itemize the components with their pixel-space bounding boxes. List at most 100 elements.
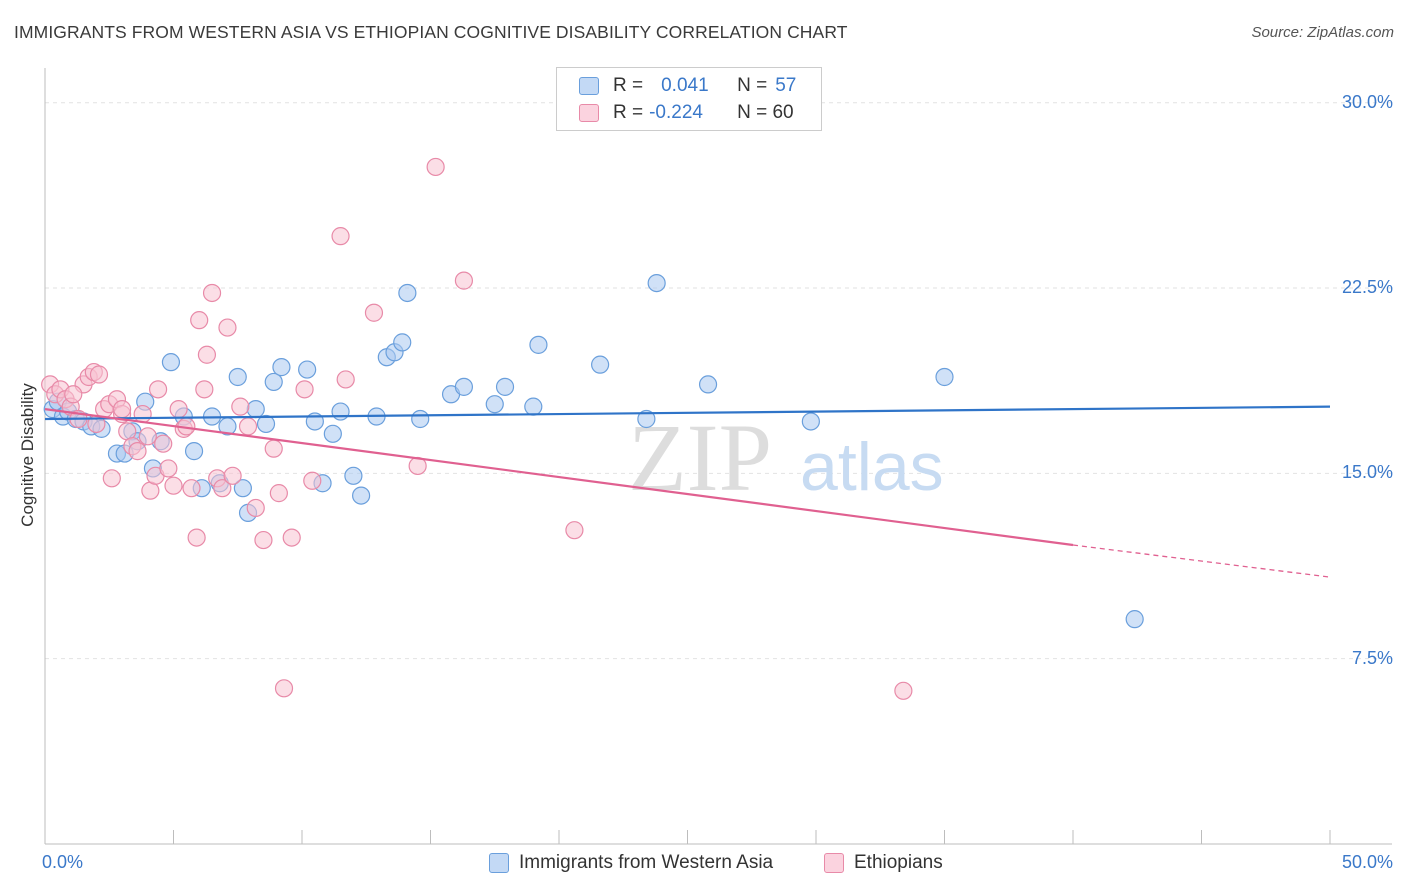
- point-ethiopians: [218, 318, 237, 337]
- trend-line-ethiopians-extension: [1072, 544, 1331, 578]
- point-western-asia: [935, 367, 954, 387]
- point-western-asia: [298, 360, 317, 379]
- point-western-asia: [398, 283, 417, 303]
- legend-row-blue: R = 0.041 N = 57: [579, 74, 796, 98]
- legend-n-label: N = 60: [737, 102, 794, 123]
- point-ethiopians: [138, 427, 157, 446]
- point-western-asia: [161, 353, 181, 372]
- point-ethiopians: [169, 400, 188, 419]
- point-ethiopians: [254, 530, 273, 550]
- point-ethiopians: [894, 681, 913, 700]
- point-ethiopians: [213, 479, 232, 498]
- point-ethiopians: [154, 434, 173, 453]
- point-western-asia: [454, 377, 474, 396]
- axes: [44, 68, 1392, 845]
- point-ethiopians: [231, 397, 250, 416]
- point-ethiopians: [112, 400, 132, 419]
- series-legend: Immigrants from Western Asia Ethiopians: [0, 852, 1406, 878]
- points: [41, 157, 1144, 700]
- point-ethiopians: [336, 370, 355, 389]
- point-western-asia: [228, 367, 247, 387]
- y-tick-label: 7.5%: [1351, 647, 1393, 668]
- point-western-asia: [264, 372, 283, 392]
- point-ethiopians: [64, 385, 83, 404]
- point-western-asia: [344, 466, 363, 485]
- point-ethiopians: [187, 528, 206, 547]
- point-ethiopians: [274, 679, 294, 698]
- point-ethiopians: [426, 157, 445, 177]
- point-ethiopians: [565, 521, 584, 540]
- point-ethiopians: [238, 417, 258, 436]
- legend: R = 0.041 N = 57 R = -0.224 N = 60: [556, 67, 822, 131]
- point-western-asia: [698, 375, 718, 394]
- y-tick-label: 30.0%: [1341, 91, 1393, 112]
- series-legend-label: Immigrants from Western Asia: [519, 852, 774, 873]
- legend-n-value: 57: [775, 75, 797, 96]
- series-legend-item-ethiopians: Ethiopians: [824, 852, 943, 874]
- point-western-asia: [256, 414, 276, 434]
- trend-lines: [44, 405, 1331, 578]
- point-western-asia: [411, 409, 430, 429]
- watermark-atlas: atlas: [800, 429, 944, 505]
- point-ethiopians: [331, 227, 350, 246]
- series-legend-item-western-asia: Immigrants from Western Asia: [489, 852, 773, 874]
- legend-r-label: R =: [613, 102, 644, 123]
- point-ethiopians: [102, 469, 121, 488]
- point-western-asia: [323, 424, 342, 443]
- legend-r-value: 0.041: [661, 75, 709, 96]
- point-ethiopians: [269, 484, 288, 503]
- trend-line-western-asia: [44, 405, 1331, 421]
- x-tick-label: 0.0%: [42, 852, 84, 872]
- point-western-asia: [331, 402, 350, 421]
- point-ethiopians: [202, 283, 222, 303]
- legend-row-pink: R = -0.224 N = 60: [579, 101, 794, 125]
- point-ethiopians: [148, 380, 168, 399]
- legend-r-value: -0.224: [649, 102, 703, 123]
- legend-swatch-ethiopians: [824, 853, 844, 873]
- point-ethiopians: [303, 471, 322, 490]
- point-ethiopians: [195, 380, 214, 399]
- point-western-asia: [647, 273, 666, 293]
- y-tick-label: 15.0%: [1341, 462, 1393, 483]
- x-tick-label: 50.0%: [1341, 852, 1393, 872]
- chart-title: IMMIGRANTS FROM WESTERN ASIA VS ETHIOPIA…: [14, 22, 848, 42]
- point-ethiopians: [164, 476, 183, 495]
- y-tick-label: 22.5%: [1341, 277, 1393, 298]
- point-western-asia: [184, 442, 204, 461]
- point-ethiopians: [182, 479, 201, 498]
- point-ethiopians: [264, 439, 283, 458]
- point-ethiopians: [190, 311, 209, 330]
- legend-swatch-pink: [579, 104, 599, 122]
- point-ethiopians: [223, 466, 242, 485]
- point-ethiopians: [89, 365, 109, 384]
- point-western-asia: [637, 409, 656, 429]
- point-ethiopians: [128, 442, 147, 461]
- point-western-asia: [591, 355, 610, 374]
- legend-n-label: N =: [737, 75, 768, 96]
- point-ethiopians: [282, 528, 301, 547]
- grid-lines: [45, 102, 1392, 660]
- point-western-asia: [246, 400, 265, 419]
- point-western-asia: [393, 333, 412, 352]
- point-ethiopians: [133, 404, 152, 424]
- point-western-asia: [529, 335, 548, 354]
- point-western-asia: [233, 479, 252, 498]
- legend-swatch-western-asia: [489, 853, 509, 873]
- legend-r-label: R =: [613, 75, 644, 96]
- point-ethiopians: [364, 303, 384, 322]
- point-ethiopians: [159, 459, 178, 478]
- source-label: Source: ZipAtlas.com: [1251, 24, 1394, 41]
- point-western-asia: [495, 377, 515, 396]
- point-western-asia: [801, 412, 820, 431]
- point-western-asia: [272, 358, 291, 377]
- point-western-asia: [524, 397, 543, 416]
- legend-swatch-blue: [579, 77, 599, 95]
- point-western-asia: [352, 486, 371, 505]
- point-ethiopians: [246, 498, 265, 518]
- trend-line-ethiopians: [44, 408, 1074, 547]
- point-ethiopians: [197, 345, 217, 364]
- series-legend-label: Ethiopians: [854, 852, 943, 873]
- point-ethiopians: [295, 380, 314, 399]
- point-western-asia: [1125, 610, 1144, 629]
